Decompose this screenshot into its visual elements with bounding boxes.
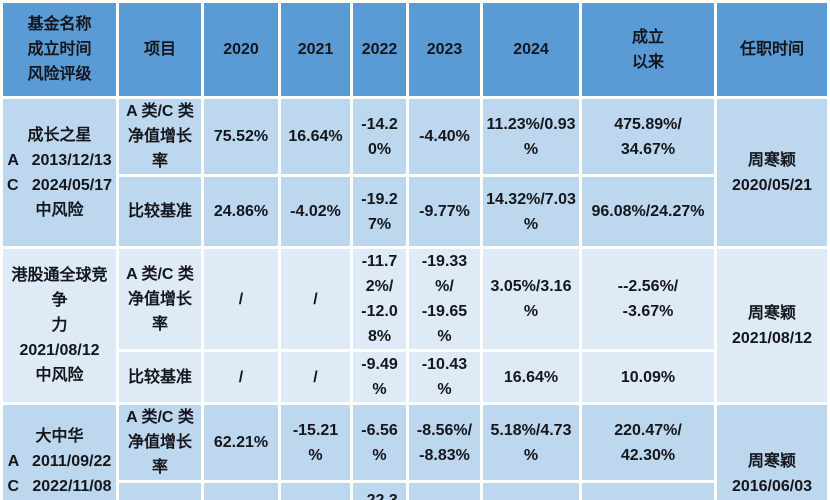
- fund-name-cell: 成长之星 A 2013/12/13 C 2024/05/17 中风险: [3, 99, 116, 246]
- value-2024-cell: 14.32%/7.03 %: [483, 177, 579, 246]
- item-cell: A 类/C 类 净值增长率: [119, 249, 201, 349]
- value-2020-cell: /: [204, 249, 278, 349]
- fund-name-cell: 港股通全球竞争 力 2021/08/12 中风险: [3, 249, 116, 402]
- value-2020-cell: 62.21%: [204, 405, 278, 480]
- header-year-2024: 2024: [483, 3, 579, 96]
- table-row: 大中华 A 2011/09/22 C 2022/11/08 中风险 A 类/C …: [3, 405, 827, 500]
- value-2022-cell: -19.2 7%: [353, 177, 406, 246]
- value-2024-cell: 3.05%/3.16 %: [483, 249, 579, 349]
- value-2024-cell: 16.64%: [483, 352, 579, 402]
- value-since-cell: 96.08%/24.27%: [582, 177, 714, 246]
- header-year-2020: 2020: [204, 3, 278, 96]
- value-2021-cell: /: [281, 352, 350, 402]
- table-row: 港股通全球竞争 力 2021/08/12 中风险 A 类/C 类 净值增长率 /…: [3, 249, 827, 402]
- item-cell: 比较基准: [119, 352, 201, 402]
- value-2024-cell: 11.23%/0.93 %: [483, 99, 579, 174]
- item-cell: A 类/C 类 净值增长率: [119, 405, 201, 480]
- value-2022-cell: -9.49 %: [353, 352, 406, 402]
- value-2020-cell: 75.52%: [204, 99, 278, 174]
- value-2023-cell: -19.33 %/ -19.65 %: [409, 249, 480, 349]
- manager-tenure-cell: 周寒颖 2021/08/12: [717, 249, 827, 402]
- manager-tenure-cell: 周寒颖 2016/06/03: [717, 405, 827, 500]
- header-year-2023: 2023: [409, 3, 480, 96]
- value-2023-cell: -4.40%: [409, 99, 480, 174]
- header-tenure: 任职时间: [717, 3, 827, 96]
- value-2020-cell: /: [204, 352, 278, 402]
- value-2021-cell: 16.64%: [281, 99, 350, 174]
- manager-tenure-cell: 周寒颖 2020/05/21: [717, 99, 827, 246]
- item-cell: 比较基准: [119, 177, 201, 246]
- table-row: 比较基准 24.86% -4.02% -19.2 7% -9.77% 14.32…: [3, 177, 827, 246]
- value-2024-cell: 5.18%/4.73 %: [483, 405, 579, 480]
- value-2020-cell: 28.17%: [204, 483, 278, 500]
- header-fund-name: 基金名称 成立时间 风险评级: [3, 3, 116, 96]
- header-year-2021: 2021: [281, 3, 350, 96]
- header-item: 项目: [119, 3, 201, 96]
- value-2022-cell: -14.2 0%: [353, 99, 406, 174]
- item-cell: 比较基准: [119, 483, 201, 500]
- header-year-2022: 2022: [353, 3, 406, 96]
- value-since-cell: 475.89%/ 34.67%: [582, 99, 714, 174]
- value-2020-cell: 24.86%: [204, 177, 278, 246]
- value-2023-cell: -8.56%/ -8.83%: [409, 405, 480, 480]
- fund-name-cell: 大中华 A 2011/09/22 C 2022/11/08 中风险: [3, 405, 116, 500]
- table-header-row: 基金名称 成立时间 风险评级 项目 2020 2021 2022 2023 20…: [3, 3, 827, 96]
- header-since-inception: 成立 以来: [582, 3, 714, 96]
- value-2022-cell: -11.7 2%/ -12.0 8%: [353, 249, 406, 349]
- value-2021-cell: -4.02%: [281, 177, 350, 246]
- table-row: 成长之星 A 2013/12/13 C 2024/05/17 中风险 A 类/C…: [3, 99, 827, 246]
- value-since-cell: 220.47%/ 42.30%: [582, 405, 714, 480]
- item-cell: A 类/C 类 净值增长率: [119, 99, 201, 174]
- value-2021-cell: -9.47%: [281, 483, 350, 500]
- value-2024-cell: 22.50%: [483, 483, 579, 500]
- value-2021-cell: /: [281, 249, 350, 349]
- value-2022-cell: -6.56 %: [353, 405, 406, 480]
- table-row: 比较基准 28.17% -9.47% -22.3 4% -0.90% 22.50…: [3, 483, 827, 500]
- value-2023-cell: -9.77%: [409, 177, 480, 246]
- table-row: 比较基准 / / -9.49 % -10.43 % 16.64% 10.09%: [3, 352, 827, 402]
- value-since-cell: 199.33%/92.62%: [582, 483, 714, 500]
- value-2023-cell: -0.90%: [409, 483, 480, 500]
- value-2023-cell: -10.43 %: [409, 352, 480, 402]
- value-since-cell: --2.56%/ -3.67%: [582, 249, 714, 349]
- value-since-cell: 10.09%: [582, 352, 714, 402]
- value-2022-cell: -22.3 4%: [353, 483, 406, 500]
- value-2021-cell: -15.21 %: [281, 405, 350, 480]
